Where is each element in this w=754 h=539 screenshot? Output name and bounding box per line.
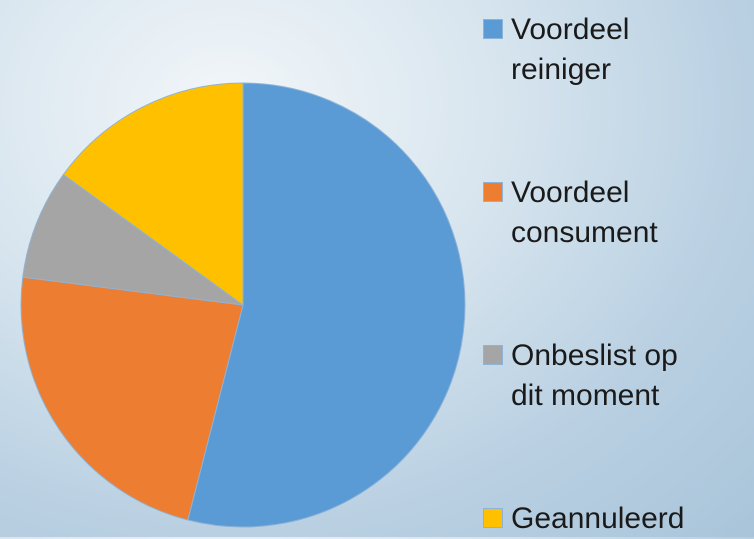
- legend-item: Voordeel reiniger: [483, 10, 683, 90]
- legend-item: Voordeel consument: [483, 173, 683, 253]
- legend-item: Onbeslist op dit moment: [483, 336, 683, 416]
- legend-label: Geannuleerd: [511, 499, 684, 539]
- legend-label: Voordeel consument: [511, 173, 683, 253]
- legend-swatch: [483, 345, 503, 365]
- legend-swatch: [483, 19, 503, 39]
- legend-swatch: [483, 508, 503, 528]
- legend-label: Voordeel reiniger: [511, 10, 683, 90]
- page: {"chart_data": {"type": "pie", "categori…: [0, 0, 754, 537]
- legend-label: Onbeslist op dit moment: [511, 336, 683, 416]
- legend-item: Geannuleerd: [483, 499, 683, 539]
- legend-swatch: [483, 182, 503, 202]
